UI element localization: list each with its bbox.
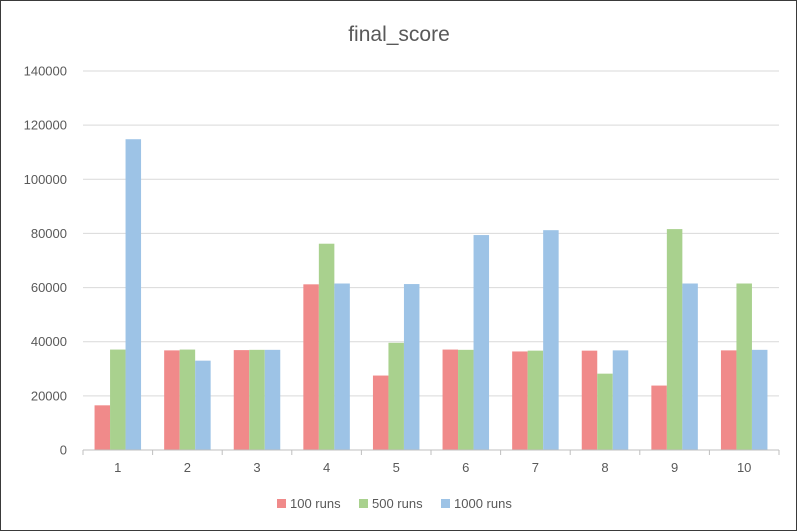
y-tick-label: 100000 [24,172,67,187]
x-tick-label: 9 [671,460,678,475]
y-tick-label: 120000 [24,118,67,133]
x-tick-label: 3 [253,460,260,475]
legend-label: 1000 runs [454,496,512,511]
bar [233,350,250,450]
bar [682,283,698,450]
legend-label: 500 runs [372,496,423,511]
bar [249,349,265,450]
bar [110,349,126,450]
bar [512,351,528,450]
bar [94,405,111,450]
bar [751,349,768,450]
legend-swatch [359,499,368,508]
y-axis: 0 20000 40000 60000 80000 100000 120000 140000 [24,64,67,458]
bar [543,230,559,450]
y-tick-label: 60000 [31,280,67,295]
legend-swatch [277,499,286,508]
y-tick-label: 80000 [31,226,67,241]
bar [442,349,459,450]
gridlines [83,70,779,397]
bar [372,375,389,450]
x-tick-label: 7 [532,460,539,475]
y-tick-label: 20000 [31,388,67,403]
bar [581,350,598,450]
bar [612,350,629,450]
bar [736,283,752,450]
bar [125,139,142,450]
legend-swatch [441,499,450,508]
y-tick-label: 0 [60,443,67,458]
bar [264,349,281,450]
bar [318,243,335,450]
bar [195,360,211,450]
y-tick-label: 140000 [24,64,67,79]
x-tick-label: 2 [184,460,191,475]
x-tick-label: 1 [114,460,121,475]
legend-label: 100 runs [290,496,341,511]
bar [403,284,420,450]
bar [597,373,613,450]
x-tick-label: 4 [323,460,330,475]
x-tick-label: 6 [462,460,469,475]
bar [527,350,544,450]
chart-title: final_score [348,23,450,46]
legend: 100 runs 500 runs 1000 runs [277,496,512,511]
y-tick-label: 40000 [31,334,67,349]
bar [179,349,196,450]
bar [473,235,490,450]
bar [303,284,319,450]
x-axis: 1 2 3 4 5 6 7 8 9 10 [82,449,780,475]
bars [94,139,768,450]
bar [651,385,667,450]
bar [388,342,404,450]
bar [334,283,350,450]
bar [666,229,683,450]
x-tick-label: 10 [737,460,751,475]
x-tick-label: 8 [601,460,608,475]
bar [458,349,474,450]
x-tick-label: 5 [393,460,400,475]
bar [164,350,180,450]
bar [720,350,737,450]
